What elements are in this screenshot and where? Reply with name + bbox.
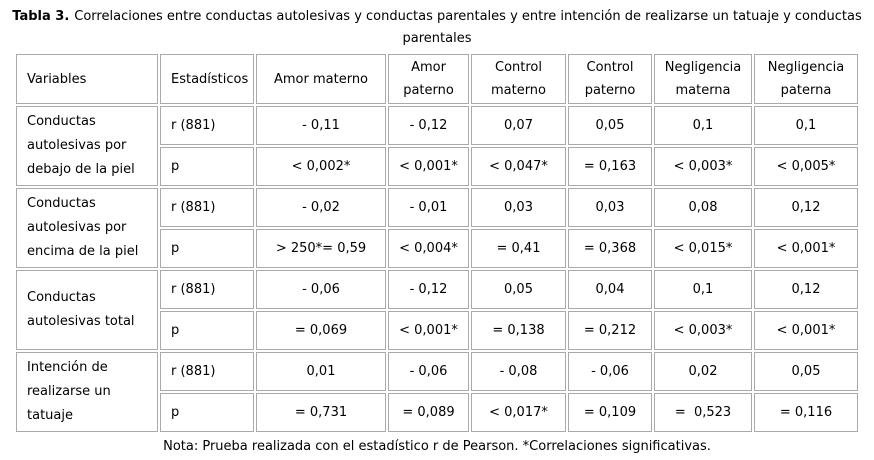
r-value-cell: 0,08 (654, 188, 752, 227)
p-value-cell: = 0,368 (568, 229, 652, 268)
column-header-negligencia-materna: Negligencia materna (654, 54, 752, 104)
p-value-cell: < 0,001* (388, 147, 469, 186)
variable-cell: Conductas autolesivas por debajo de la p… (16, 106, 158, 186)
p-value-cell: < 0,005* (754, 147, 858, 186)
variable-cell: Intención de realizarse un tatuaje (16, 352, 158, 432)
statistic-label-cell: r (881) (160, 270, 254, 309)
r-value-cell: - 0,06 (256, 270, 386, 309)
column-header-control-paterno: Control paterno (568, 54, 652, 104)
table-row: Conductas autolesivas total r (881) - 0,… (16, 270, 858, 350)
p-value-cell: < 0,003* (654, 147, 752, 186)
r-value-cell: - 0,11 (256, 106, 386, 145)
r-value-cell: 0,02 (654, 352, 752, 391)
r-value-cell: 0,04 (568, 270, 652, 309)
statistic-label-cell: r (881) (160, 352, 254, 391)
table-caption: Tabla 3. Correlaciones entre conductas au… (4, 6, 870, 50)
table-row: p = 0,069 < 0,001* = 0,138 = 0,212 < 0,0… (16, 311, 858, 350)
table-caption-text-line2: parentales (402, 31, 472, 46)
column-header-amor-paterno: Amor paterno (388, 54, 469, 104)
p-value-cell: = 0,523 (654, 393, 752, 432)
p-value-cell: < 0,001* (388, 311, 469, 350)
variable-cell: Conductas autolesivas total (16, 270, 158, 350)
p-value-cell: = 0,163 (568, 147, 652, 186)
table-row: p < 0,002* < 0,001* < 0,047* = 0,163 < 0… (16, 147, 858, 186)
header-row: Variables Estadísticos Amor materno Amor… (16, 54, 858, 104)
r-value-cell: 0,05 (568, 106, 652, 145)
table-row: p = 0,731 = 0,089 < 0,017* = 0,109 = 0,5… (16, 393, 858, 432)
r-value-cell: - 0,06 (568, 352, 652, 391)
r-value-cell: 0,12 (754, 270, 858, 309)
r-value-cell: 0,1 (654, 270, 752, 309)
r-value-cell: - 0,02 (256, 188, 386, 227)
r-value-cell: 0,05 (754, 352, 858, 391)
p-value-cell: < 0,002* (256, 147, 386, 186)
r-value-cell: - 0,06 (388, 352, 469, 391)
p-value-cell: < 0,017* (471, 393, 566, 432)
p-value-cell: = 0,731 (256, 393, 386, 432)
statistic-label-cell: p (160, 229, 254, 268)
p-value-cell: < 0,001* (754, 229, 858, 268)
column-header-variables: Variables (16, 54, 158, 104)
statistic-label-cell: r (881) (160, 106, 254, 145)
p-value-cell: = 0,069 (256, 311, 386, 350)
variable-cell: Conductas autolesivas por encima de la p… (16, 188, 158, 268)
r-value-cell: 0,01 (256, 352, 386, 391)
p-value-cell: = 0,109 (568, 393, 652, 432)
p-value-cell: < 0,001* (754, 311, 858, 350)
statistic-label-cell: p (160, 147, 254, 186)
table-caption-label: Tabla 3. (12, 9, 70, 24)
p-value-cell: = 0,138 (471, 311, 566, 350)
p-value-cell: = 0,089 (388, 393, 469, 432)
statistic-label-cell: p (160, 311, 254, 350)
r-value-cell: 0,03 (471, 188, 566, 227)
r-value-cell: - 0,08 (471, 352, 566, 391)
table-footnote: Nota: Prueba realizada con el estadístic… (163, 439, 711, 454)
p-value-cell: < 0,003* (654, 311, 752, 350)
p-value-cell: < 0,004* (388, 229, 469, 268)
r-value-cell: - 0,12 (388, 270, 469, 309)
r-value-cell: 0,05 (471, 270, 566, 309)
statistic-label-cell: p (160, 393, 254, 432)
column-header-negligencia-paterna: Negligencia paterna (754, 54, 858, 104)
p-value-cell: > 250*= 0,59 (256, 229, 386, 268)
p-value-cell: = 0,116 (754, 393, 858, 432)
r-value-cell: 0,07 (471, 106, 566, 145)
column-header-control-materno: Control materno (471, 54, 566, 104)
column-header-amor-materno: Amor materno (256, 54, 386, 104)
table-row: p > 250*= 0,59 < 0,004* = 0,41 = 0,368 <… (16, 229, 858, 268)
table-row: Conductas autolesivas por encima de la p… (16, 188, 858, 268)
r-value-cell: 0,03 (568, 188, 652, 227)
correlations-table: Variables Estadísticos Amor materno Amor… (14, 52, 860, 434)
table-caption-text: Correlaciones entre conductas autolesiva… (74, 9, 862, 24)
column-header-estadisticos: Estadísticos (160, 54, 254, 104)
r-value-cell: 0,1 (754, 106, 858, 145)
p-value-cell: = 0,212 (568, 311, 652, 350)
table-row: Conductas autolesivas por debajo de la p… (16, 106, 858, 186)
p-value-cell: = 0,41 (471, 229, 566, 268)
p-value-cell: < 0,047* (471, 147, 566, 186)
r-value-cell: 0,12 (754, 188, 858, 227)
table-row: Intención de realizarse un tatuaje r (88… (16, 352, 858, 432)
p-value-cell: < 0,015* (654, 229, 752, 268)
r-value-cell: - 0,01 (388, 188, 469, 227)
r-value-cell: 0,1 (654, 106, 752, 145)
r-value-cell: - 0,12 (388, 106, 469, 145)
statistic-label-cell: r (881) (160, 188, 254, 227)
